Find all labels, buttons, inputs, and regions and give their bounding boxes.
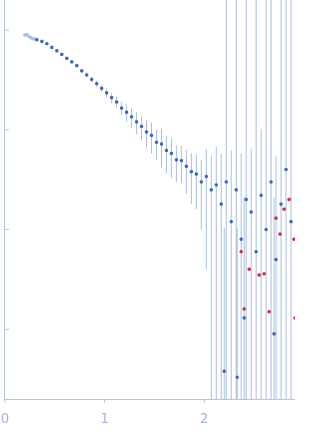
data-point — [45, 41, 49, 46]
data-point — [257, 273, 261, 277]
data-point — [149, 133, 154, 138]
data-point — [139, 124, 144, 129]
data-point — [35, 37, 39, 42]
data-point — [129, 115, 134, 119]
data-point — [247, 267, 251, 271]
data-point — [284, 167, 288, 172]
data-point — [50, 45, 54, 50]
data-point — [244, 197, 248, 202]
data-point — [104, 91, 109, 95]
data-point — [209, 188, 213, 192]
data-point — [249, 210, 253, 214]
data-point — [264, 227, 268, 232]
data-point — [55, 49, 59, 53]
data-point — [278, 232, 282, 236]
x-tick-label: 1 — [101, 412, 109, 427]
data-point — [184, 164, 189, 169]
data-point — [114, 100, 119, 104]
data-point — [85, 73, 89, 77]
data-point — [99, 86, 104, 91]
data-point — [134, 120, 139, 124]
data-point — [179, 158, 184, 163]
data-point — [40, 39, 44, 44]
plot-area — [23, 0, 295, 399]
data-point — [189, 169, 194, 174]
data-point — [269, 180, 273, 184]
data-point — [235, 375, 239, 380]
data-point — [234, 188, 238, 192]
data-point — [109, 95, 114, 100]
data-point — [159, 142, 164, 146]
data-point — [214, 183, 218, 187]
data-point — [94, 81, 99, 86]
x-tick-label: 2 — [200, 412, 208, 427]
x-tick-label: 0 — [1, 412, 9, 427]
data-point — [75, 63, 79, 68]
data-point — [259, 193, 263, 198]
data-point — [282, 207, 286, 211]
data-point — [229, 219, 233, 224]
data-point — [124, 110, 129, 114]
data-point — [267, 310, 271, 314]
data-point — [289, 219, 293, 224]
data-point — [262, 272, 266, 276]
data-point — [204, 174, 209, 179]
data-point — [119, 106, 124, 110]
chart: 0 1 2 — [1, 0, 295, 427]
data-point — [287, 197, 291, 202]
data-point — [60, 52, 64, 57]
data-point — [194, 172, 199, 176]
data-point — [293, 316, 295, 320]
data-point — [274, 257, 278, 262]
data-point — [239, 237, 243, 241]
data-point — [144, 130, 149, 134]
data-point — [242, 316, 246, 320]
data-point — [272, 332, 276, 336]
data-point — [254, 249, 258, 254]
data-point — [224, 180, 228, 184]
data-point — [164, 148, 169, 153]
data-point — [274, 216, 278, 220]
data-point — [154, 140, 159, 144]
data-point — [222, 369, 226, 373]
data-point — [239, 249, 243, 254]
data-point — [219, 202, 223, 206]
data-point — [70, 60, 74, 64]
data-point — [279, 202, 283, 206]
data-point — [242, 307, 246, 311]
data-point — [169, 151, 174, 156]
data-point — [174, 158, 179, 162]
data-point — [65, 56, 69, 61]
data-point — [90, 77, 94, 82]
data-point — [199, 180, 204, 184]
data-point — [80, 69, 84, 73]
data-point — [292, 237, 295, 241]
